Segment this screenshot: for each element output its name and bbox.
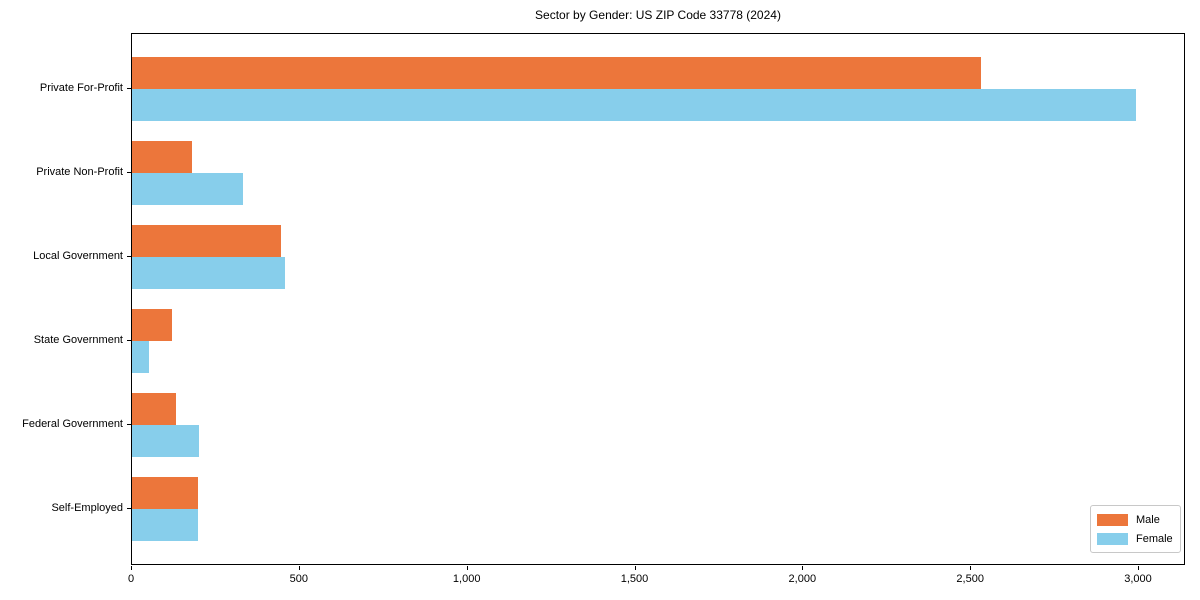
bar-male-3 xyxy=(132,309,173,341)
ytick-mark-5 xyxy=(127,508,131,509)
bar-male-1 xyxy=(132,141,193,173)
xtick-mark-6 xyxy=(1138,566,1139,570)
bar-male-2 xyxy=(132,225,282,257)
ytick-label-3: State Government xyxy=(33,334,123,346)
bar-female-5 xyxy=(132,509,198,541)
xtick-mark-1 xyxy=(298,566,300,570)
ytick-label-2: Local Government xyxy=(33,250,123,262)
chart-title: Sector by Gender: US ZIP Code 33778 (202… xyxy=(535,8,781,22)
ytick-label-5: Self-Employed xyxy=(51,502,123,514)
plot-area xyxy=(131,33,1185,565)
xtick-mark-2 xyxy=(466,566,468,570)
ytick-mark-3 xyxy=(127,340,131,341)
bar-male-4 xyxy=(132,393,176,425)
xtick-mark-5 xyxy=(970,566,972,570)
legend-label-male: Male xyxy=(1136,513,1160,526)
ytick-mark-1 xyxy=(127,172,131,173)
legend-item-male: Male xyxy=(1097,512,1172,527)
legend-label-female: Female xyxy=(1136,532,1173,545)
xtick-label-5: 2,500 xyxy=(956,573,984,585)
ytick-mark-2 xyxy=(127,256,131,257)
bar-male-5 xyxy=(132,477,198,509)
bar-female-1 xyxy=(132,173,243,205)
bar-female-4 xyxy=(132,425,200,457)
xtick-label-3: 1,500 xyxy=(620,573,649,585)
bar-male-0 xyxy=(132,57,982,89)
bar-female-3 xyxy=(132,341,149,373)
xtick-label-2: 1,000 xyxy=(452,573,481,585)
xtick-label-1: 500 xyxy=(289,573,308,585)
bar-female-0 xyxy=(132,89,1136,121)
ytick-label-1: Private Non-Profit xyxy=(36,166,123,178)
xtick-mark-3 xyxy=(634,566,636,570)
ytick-label-4: Federal Government xyxy=(22,418,123,430)
bar-female-2 xyxy=(132,257,285,289)
legend-swatch-female xyxy=(1097,532,1128,545)
legend: Male Female xyxy=(1090,505,1181,553)
legend-swatch-male xyxy=(1097,513,1128,526)
xtick-mark-0 xyxy=(131,566,132,570)
xtick-label-0: 0 xyxy=(127,573,135,585)
ytick-mark-4 xyxy=(127,424,131,425)
legend-item-female: Female xyxy=(1097,531,1173,546)
xtick-mark-4 xyxy=(802,566,804,570)
xtick-label-4: 2,000 xyxy=(788,573,817,585)
xtick-label-6: 3,000 xyxy=(1124,573,1152,585)
ytick-label-0: Private For-Profit xyxy=(39,82,123,94)
ytick-mark-0 xyxy=(127,88,131,89)
